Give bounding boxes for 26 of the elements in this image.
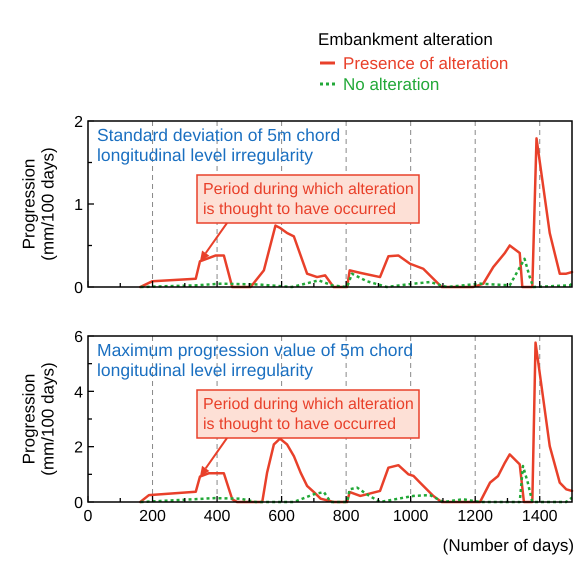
annotation: Maximum progression value of 5m chord longitudinal level irregularity (97, 340, 414, 380)
legend-title: Embankment alteration (318, 30, 493, 49)
legend-label: Presence of alteration (343, 54, 508, 73)
line-series (139, 464, 574, 504)
x-tick-label: 1000 (392, 508, 429, 525)
x-tick-label: 400 (204, 508, 231, 525)
annotation: Standard deviation of 5m chord longitudinal level irregularity (97, 125, 340, 165)
line-series (139, 258, 574, 288)
annotation: Period during which alteration is thought to have occurred (203, 181, 414, 218)
x-axis-title: (Number of days) (442, 536, 574, 555)
legend-label: No alteration (343, 75, 440, 94)
x-tick-label: 600 (268, 508, 296, 525)
y-axis-title: Progression (mm/100 days) (20, 362, 58, 476)
x-tick-label: 1400 (522, 508, 558, 525)
y-tick-label: 0 (74, 280, 84, 297)
y-tick-label: 1 (74, 197, 84, 214)
y-tick-label: 2 (74, 440, 84, 457)
y-axis-title: Progression (mm/100 days) (20, 147, 58, 261)
x-tick-label: 800 (332, 508, 360, 525)
y-tick-label: 2 (74, 114, 84, 131)
x-tick-label: 200 (139, 508, 166, 525)
y-tick-label: 4 (74, 384, 84, 402)
y-tick-label: 0 (74, 495, 84, 512)
annotation: Period during which alteration is thought to have occurred (203, 396, 414, 433)
y-tick-label: 6 (74, 329, 84, 346)
x-tick-label: 1200 (457, 508, 494, 525)
